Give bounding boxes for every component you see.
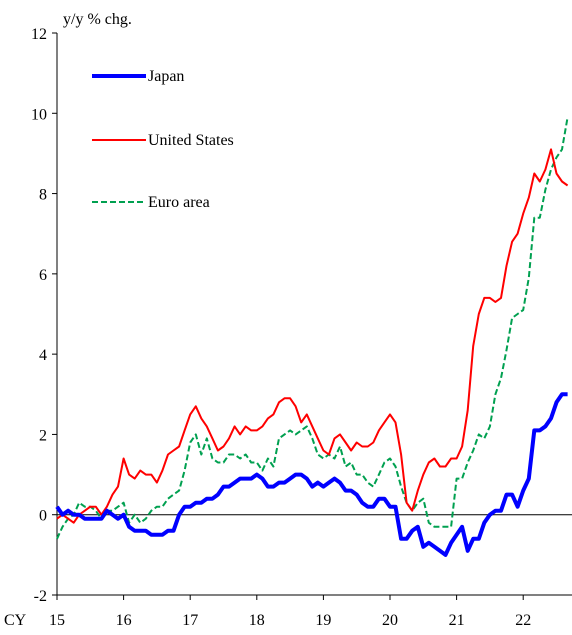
- y-tick-label: 8: [39, 187, 47, 204]
- y-tick-label: 4: [39, 347, 47, 364]
- y-tick-label: 10: [31, 106, 47, 123]
- x-tick-label: 20: [382, 612, 398, 629]
- y-tick-label: 2: [39, 427, 47, 444]
- y-axis-label: y/y % chg.: [63, 11, 132, 28]
- y-tick-label: 12: [31, 26, 47, 43]
- legend: Japan United States Euro area: [92, 68, 234, 211]
- legend-label: United States: [148, 132, 234, 149]
- x-tick-label: 15: [49, 612, 65, 629]
- x-tick-label: 21: [449, 612, 465, 629]
- x-tick-label: 22: [515, 612, 531, 629]
- x-axis-prefix: CY: [4, 612, 27, 629]
- y-tick-label: 6: [39, 267, 47, 284]
- series-lines: [55, 117, 569, 557]
- x-axis-ticks: 15 16 17 18 19 20 21 22 CY: [4, 595, 531, 629]
- series-line-united-states: [56, 148, 569, 524]
- legend-label: Japan: [148, 68, 184, 85]
- legend-label: Euro area: [148, 194, 210, 211]
- series-line-euro-area: [56, 117, 569, 540]
- x-tick-label: 19: [315, 612, 331, 629]
- y-axis-ticks: 12 10 8 6 4 2 0 -2: [31, 26, 57, 605]
- x-tick-label: 16: [116, 612, 132, 629]
- x-tick-label: 17: [182, 612, 198, 629]
- x-tick-label: 18: [249, 612, 265, 629]
- y-tick-label: -2: [34, 588, 47, 605]
- series-line-japan: [55, 392, 568, 557]
- y-tick-label: 0: [39, 508, 47, 525]
